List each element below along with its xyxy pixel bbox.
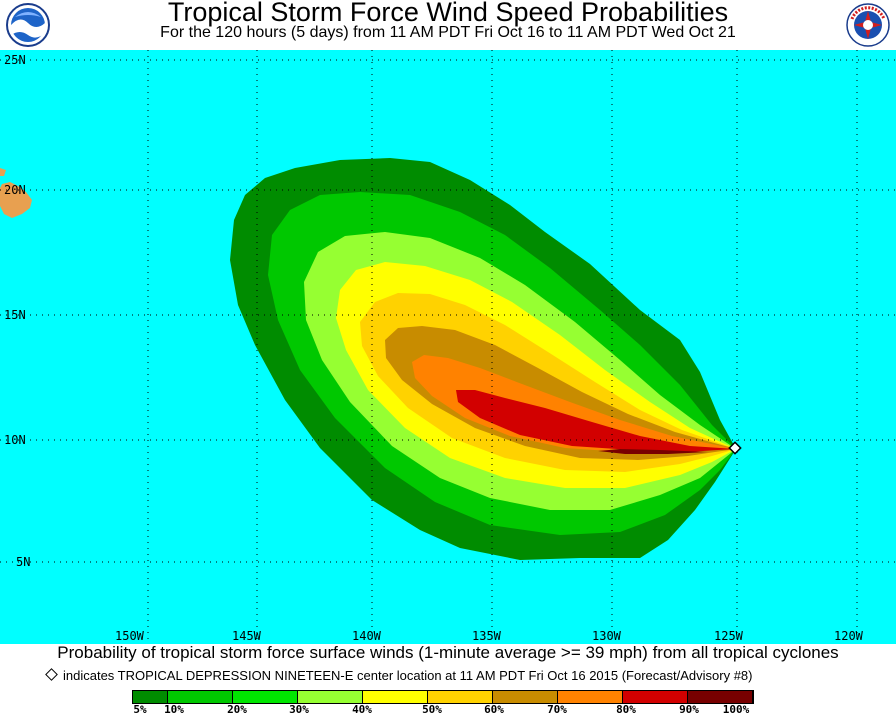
lat-label: 5N bbox=[16, 555, 30, 569]
legend-label: 100% bbox=[722, 703, 750, 716]
header: Tropical Storm Force Wind Speed Probabil… bbox=[0, 0, 896, 50]
legend-label: 90% bbox=[679, 703, 699, 716]
center-note-text: indicates TROPICAL DEPRESSION NINETEEN-E… bbox=[63, 668, 753, 683]
legend-label: 40% bbox=[352, 703, 372, 716]
legend-swatch bbox=[233, 691, 298, 703]
center-note: indicates TROPICAL DEPRESSION NINETEEN-E… bbox=[44, 668, 753, 684]
contour-70pct bbox=[456, 390, 736, 452]
longitude-labels: 150W 145W 140W 135W 130W 125W 120W bbox=[115, 629, 864, 643]
lon-label: 120W bbox=[834, 629, 864, 643]
noaa-logo-icon bbox=[6, 3, 50, 47]
legend-swatch bbox=[298, 691, 363, 703]
legend-swatch bbox=[428, 691, 493, 703]
legend-labels: 5% 10% 20% 30% 40% 50% 60% 70% 80% 90% 1… bbox=[0, 704, 896, 716]
storm-center-marker bbox=[728, 441, 742, 455]
lat-label: 10N bbox=[4, 433, 26, 447]
lon-label: 145W bbox=[232, 629, 262, 643]
legend-swatch bbox=[623, 691, 688, 703]
probability-contours bbox=[230, 158, 736, 560]
legend-swatch bbox=[133, 691, 168, 703]
lat-label: 15N bbox=[4, 308, 26, 322]
maui-island bbox=[0, 168, 6, 176]
legend-label: 60% bbox=[484, 703, 504, 716]
legend-label: 30% bbox=[289, 703, 309, 716]
contour-50pct bbox=[385, 326, 736, 460]
lon-label: 140W bbox=[352, 629, 382, 643]
footer: Probability of tropical storm force surf… bbox=[0, 643, 896, 716]
latitude-labels: 25N 20N 15N 10N 5N bbox=[4, 53, 30, 569]
legend-swatch bbox=[363, 691, 428, 703]
legend-label: 20% bbox=[227, 703, 247, 716]
legend-swatch bbox=[168, 691, 233, 703]
page-title: Tropical Storm Force Wind Speed Probabil… bbox=[167, 0, 729, 27]
legend-label: 70% bbox=[547, 703, 567, 716]
legend-label: 5% bbox=[133, 703, 147, 716]
legend-label: 10% bbox=[164, 703, 184, 716]
legend-swatch bbox=[688, 691, 753, 703]
legend-label: 80% bbox=[616, 703, 636, 716]
hawaii-island bbox=[0, 182, 32, 218]
nws-logo-icon bbox=[846, 3, 890, 47]
lon-label: 125W bbox=[714, 629, 744, 643]
lon-label: 135W bbox=[472, 629, 502, 643]
lat-label: 25N bbox=[4, 53, 26, 67]
legend-swatch bbox=[493, 691, 558, 703]
legend-swatch bbox=[558, 691, 623, 703]
contour-80pct bbox=[598, 449, 708, 454]
map-caption: Probability of tropical storm force surf… bbox=[57, 643, 839, 662]
color-legend bbox=[132, 690, 754, 704]
page-subtitle: For the 120 hours (5 days) from 11 AM PD… bbox=[160, 24, 736, 41]
lon-label: 130W bbox=[592, 629, 622, 643]
contour-60pct bbox=[412, 355, 736, 452]
probability-map: 25N 20N 15N 10N 5N 150W 145W 140W 135W 1… bbox=[0, 50, 896, 644]
lat-label: 20N bbox=[4, 183, 26, 197]
center-marker-icon bbox=[45, 668, 58, 681]
lon-label: 150W bbox=[115, 629, 145, 643]
legend-label: 50% bbox=[422, 703, 442, 716]
